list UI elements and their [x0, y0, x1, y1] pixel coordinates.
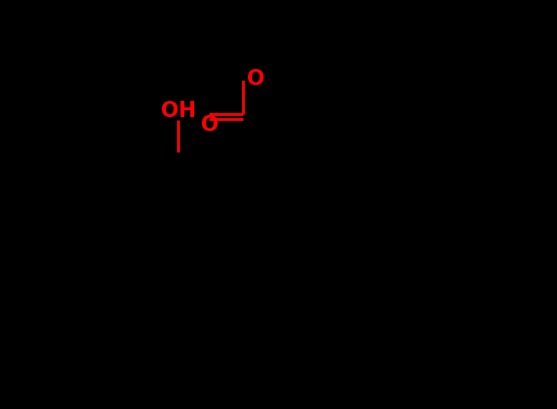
Text: OH: OH [160, 101, 196, 121]
Text: O: O [247, 69, 265, 89]
Text: O: O [201, 115, 218, 135]
